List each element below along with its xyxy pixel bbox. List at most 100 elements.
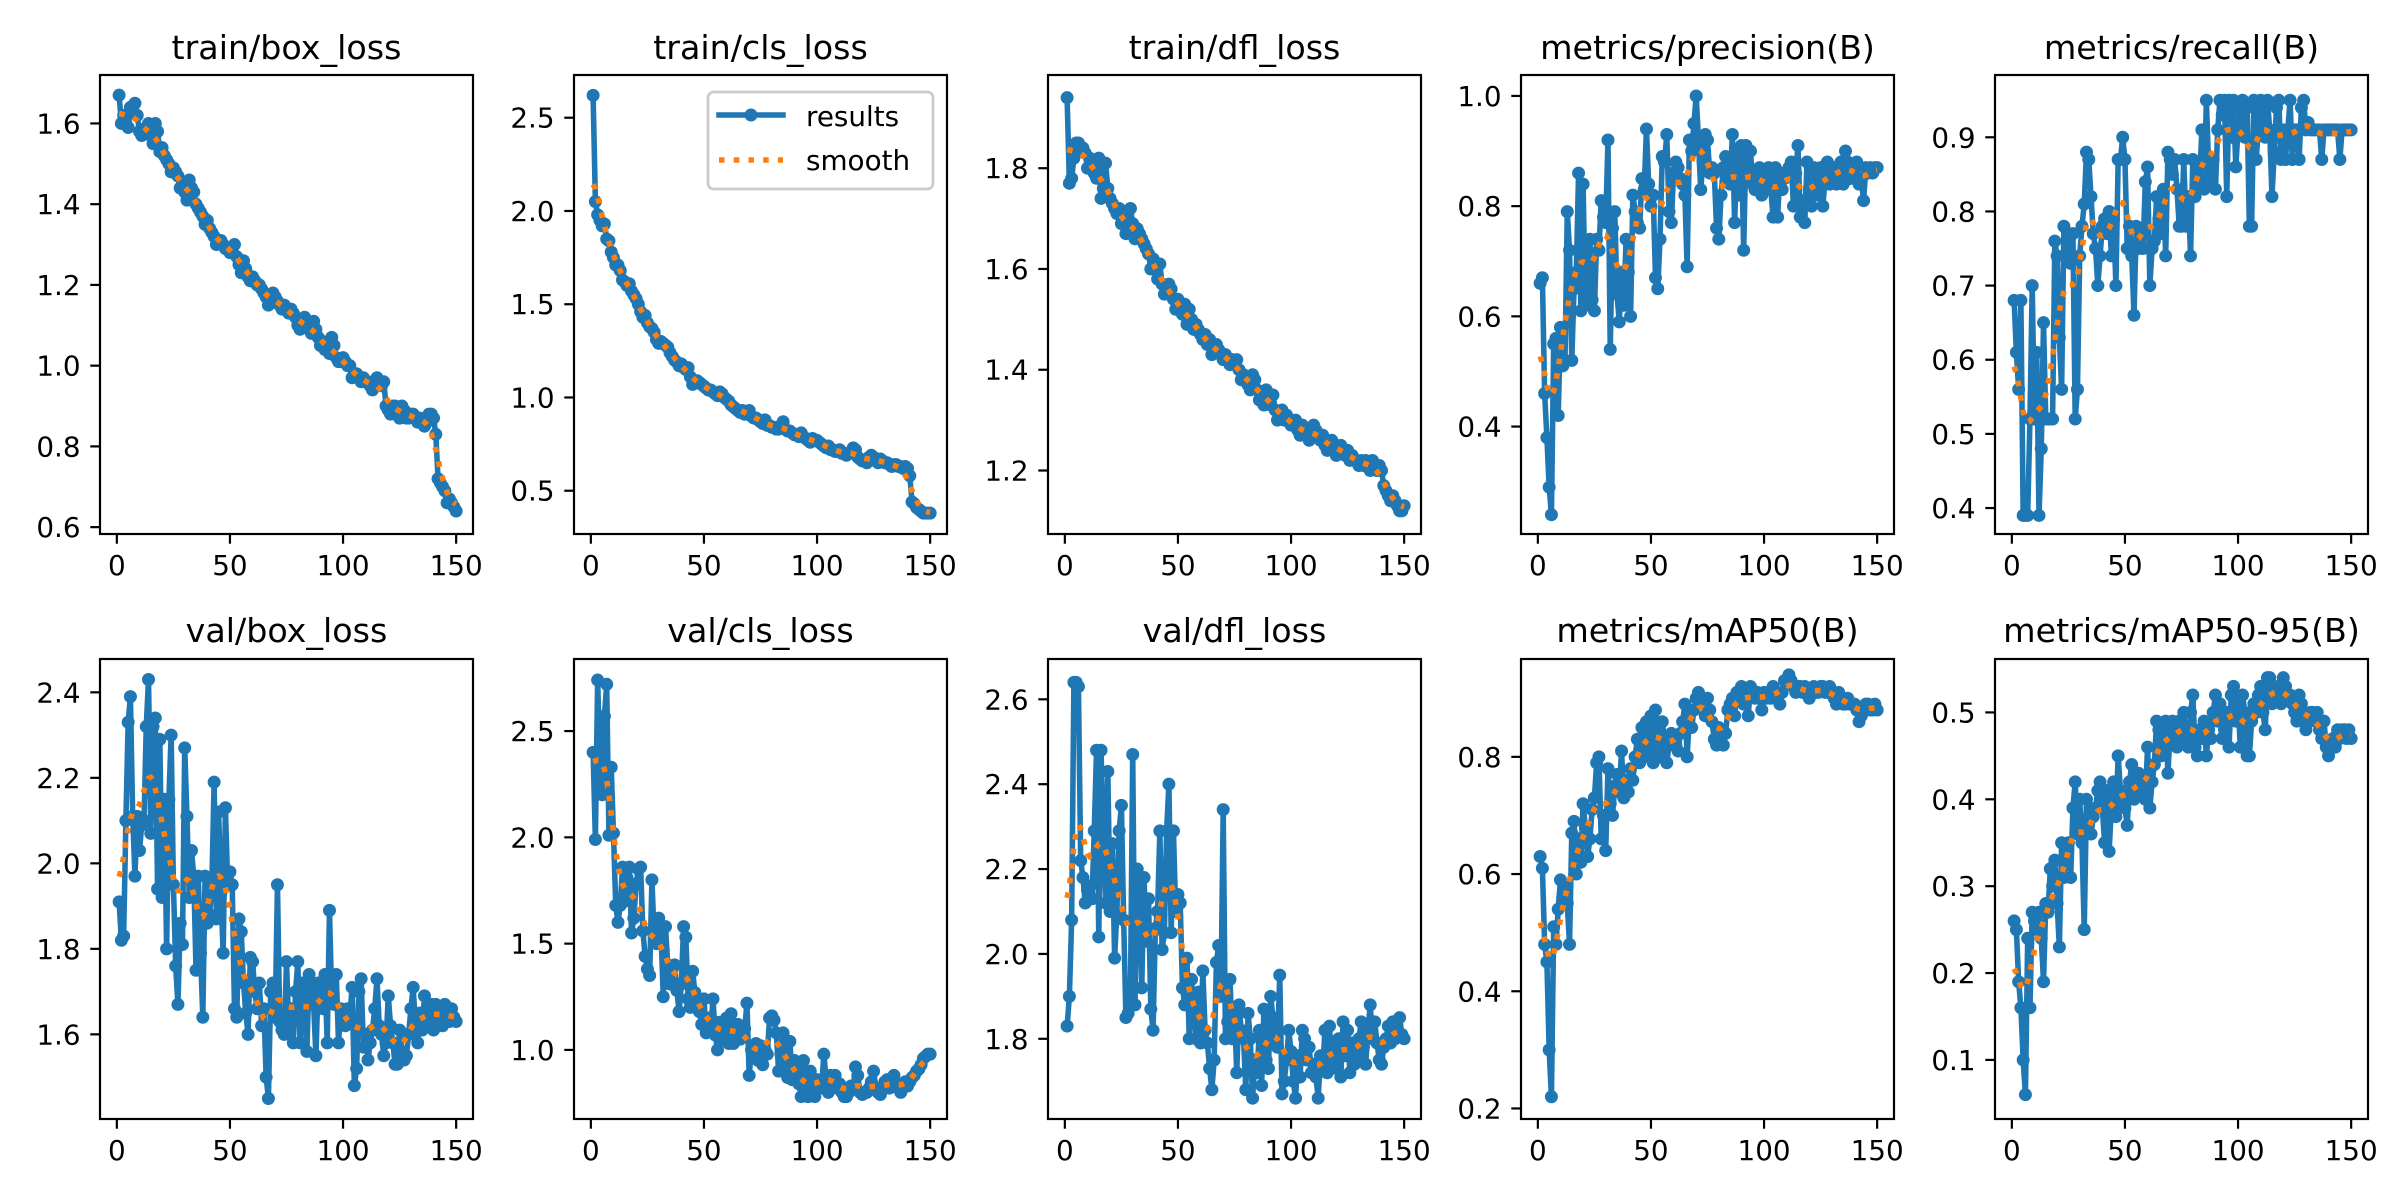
results-point [2227,679,2241,693]
results-point [697,992,711,1006]
results-point [2086,227,2100,241]
results-point [636,924,650,938]
results-point [783,1034,797,1048]
y-tick-label: 0.4 [1457,975,1501,1008]
results-point [2297,93,2311,107]
x-tick-label: 100 [791,1134,844,1167]
results-point [2025,279,2039,293]
results-point [164,728,178,742]
results-point [1716,161,1730,175]
plot-data [2007,93,2358,522]
results-point [112,88,126,102]
plot-data [1533,89,1884,522]
x-tick-label: 50 [2107,549,2142,582]
results-point [600,677,614,691]
smooth-line [2011,122,2352,426]
results-point [2104,249,2118,263]
results-point [1123,202,1137,216]
results-point [318,968,332,981]
plot-data [1533,668,1884,1104]
results-point [1241,1006,1255,1020]
plot-data [1060,675,1411,1105]
results-point [1540,431,1554,445]
subplot-title: metrics/mAP50-95(B) [2003,611,2360,650]
results-point [218,801,232,815]
smooth-line [1066,146,1405,510]
results-point [923,1047,937,1061]
results-point [259,1070,273,1084]
results-point [1067,151,1081,165]
legend-label-smooth: smooth [806,144,910,177]
x-tick-label: 100 [1265,549,1318,582]
results-point [381,989,395,1003]
results-point [1137,871,1151,885]
y-tick-label: 1.8 [36,933,80,966]
results-point [2070,382,2084,396]
results-point [2170,740,2184,754]
results-point [1099,156,1113,170]
subplot-title: train/box_loss [172,28,402,67]
axes-frame [572,657,949,1121]
results-point [638,949,652,963]
results-point [1341,1023,1355,1037]
y-tick-label: 1.6 [36,107,80,140]
results-point [1563,937,1577,951]
results-point [117,929,131,943]
results-point [1327,1057,1341,1071]
results-point [1209,955,1223,969]
y-tick-label: 0.8 [36,430,80,463]
y-tick-label: 0.8 [1931,195,1975,228]
results-point [2199,749,2213,763]
results-point [1065,913,1079,927]
results-point [1728,709,1742,723]
results-point [1266,388,1280,402]
results-point [1205,1083,1219,1097]
results-point [1126,747,1140,761]
results-point [1606,808,1619,822]
plot-data [112,673,463,1105]
results-point [241,1027,255,1041]
results-point [2184,705,2198,719]
results-point [266,976,280,990]
results-point [2080,792,2093,806]
y-tick-label: 2.4 [36,676,80,709]
results-point [1368,1015,1382,1029]
results-point [1594,194,1608,208]
results-point [1775,183,1789,197]
results-point [173,916,187,930]
results-point [2127,308,2141,322]
results-point [155,891,169,905]
results-point [1363,998,1377,1012]
y-tick-label: 1.0 [36,350,80,383]
results-point [194,946,208,960]
results-point [629,877,643,891]
results-point [1791,139,1805,153]
results-point [1105,837,1119,851]
results-point [1092,930,1106,944]
results-point [1621,785,1635,799]
results-point [1615,744,1629,758]
smooth-line [118,110,458,507]
x-tick-label: 0 [1529,549,1547,582]
results-point [2082,153,2096,167]
results-point [223,865,237,879]
results-point [1737,243,1751,257]
results-point [2220,190,2234,204]
subplot-title: train/dfl_loss [1129,28,1341,67]
x-tick-label: 150 [904,549,957,582]
results-point [2018,1088,2032,1102]
results-point [2143,279,2157,293]
results-point [2055,382,2069,396]
results-point [1065,171,1079,185]
results-point [2093,249,2107,263]
results-point [320,1036,334,1050]
subplot-train-cls-loss: train/cls_loss 0 50 100 150 0.5 1.0 1.5 2.0 2.5 [510,28,956,582]
results-point [2109,279,2123,293]
x-tick-label: 50 [686,549,721,582]
results-point [2102,844,2116,858]
results-point [112,895,126,909]
results-point [1587,791,1601,805]
y-tick-label: 1.0 [1457,80,1501,113]
results-point [2138,175,2152,189]
results-point [2245,219,2259,233]
